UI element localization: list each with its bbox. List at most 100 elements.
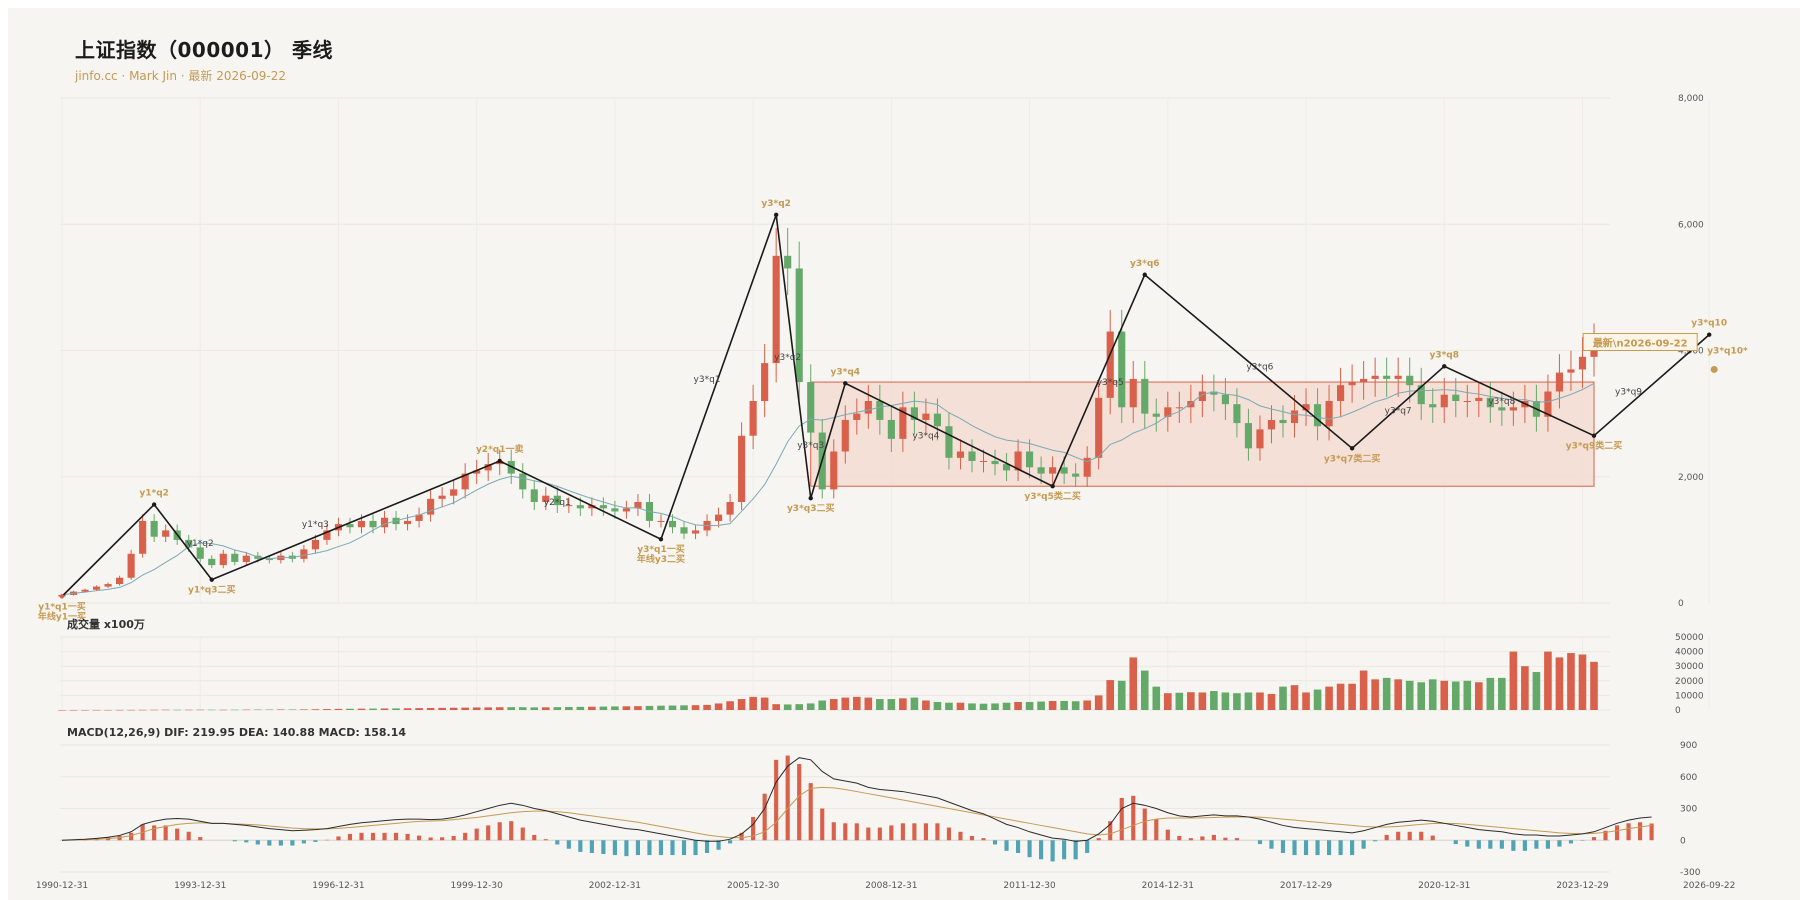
macd-histogram-bar [1108, 821, 1113, 841]
macd-histogram-bar [1085, 840, 1090, 853]
candle [208, 558, 216, 566]
macd-histogram-bar [785, 755, 790, 841]
volume-bar [1244, 692, 1253, 710]
dif-line [61, 757, 1652, 842]
x-tick-label: 2002-12-31 [589, 881, 641, 891]
volume-bar [1221, 692, 1230, 710]
macd-histogram-bar [1591, 837, 1597, 841]
volume-bar [622, 706, 631, 710]
zigzag-annotation: y3*q1一买 [637, 544, 685, 555]
macd-histogram-bar [1430, 835, 1435, 841]
price-y-tick-label: 8,000 [1678, 94, 1704, 104]
volume-bar [795, 704, 804, 710]
candle [576, 505, 584, 509]
candle [611, 508, 619, 512]
candle [1578, 356, 1587, 370]
x-tick-label: 2008-12-31 [865, 881, 917, 891]
candle [680, 527, 688, 534]
zigzag-annotation: y3*q6 [1130, 259, 1160, 269]
candle [565, 505, 573, 507]
macd-histogram-bar [877, 827, 882, 841]
macd-histogram-bar [347, 833, 353, 841]
volume-bar [979, 703, 988, 710]
macd-histogram-bar [1119, 797, 1124, 841]
candle [795, 268, 803, 383]
candle [542, 495, 550, 502]
x-tick-label: 1990-12-31 [36, 881, 88, 891]
candle [1290, 410, 1299, 424]
zigzag-annotation: y3*q2 [761, 199, 791, 209]
volume-bar [1002, 702, 1011, 710]
zigzag-annotation: y3*q4 [831, 367, 861, 377]
macd-histogram-bar [969, 836, 975, 841]
volume-bar [726, 701, 734, 710]
macd-histogram-bar [981, 838, 986, 841]
volume-bar [81, 709, 89, 711]
volume-bar [749, 696, 757, 710]
zigzag-annotation: y3*q3二买 [787, 503, 835, 514]
candle [1417, 385, 1425, 405]
volume-bar [714, 703, 723, 710]
volume-bar [196, 709, 205, 711]
macd-histogram-bar [117, 836, 122, 841]
macd-histogram-bar [935, 823, 940, 841]
macd-histogram-bar [543, 839, 548, 841]
macd-histogram-bar [1177, 836, 1182, 841]
macd-histogram-bar [1280, 840, 1286, 853]
zigzag-annotation: y1*q2 [187, 539, 214, 549]
volume-y-tick-label: 10000 [1675, 691, 1704, 701]
volume-bar [472, 707, 481, 710]
volume-bar [1140, 670, 1149, 710]
macd-histogram-bar [1315, 840, 1320, 856]
volume-bar [1451, 681, 1460, 710]
x-tick-label: 2020-12-31 [1418, 881, 1470, 891]
candle [1210, 391, 1218, 395]
macd-histogram-bar [393, 832, 399, 841]
macd-histogram-bar [1211, 834, 1216, 841]
candle [139, 520, 147, 554]
macd-histogram-bar [451, 836, 456, 841]
macd-histogram-bar [163, 825, 168, 841]
volume-bar [277, 709, 285, 710]
zigzag-annotation: y2*q1一卖 [476, 443, 524, 455]
volume-bar [449, 707, 458, 710]
volume-bar [783, 704, 792, 710]
candle [691, 530, 700, 534]
zigzag-annotation: y3*q5类二买 [1024, 490, 1081, 502]
volume-bar [1590, 661, 1598, 710]
zigzag-annotation: y1*q1一买 [38, 601, 86, 612]
volume-bar [334, 708, 343, 710]
zigzag-annotation: y3*q6 [1246, 362, 1273, 372]
candle [162, 530, 170, 537]
candle [761, 363, 769, 401]
volume-bar [588, 706, 596, 710]
macd-histogram-bar [624, 840, 629, 857]
volume-bar [311, 709, 320, 710]
candle [81, 589, 89, 592]
macd-histogram-bar [1545, 840, 1550, 849]
volume-bar [507, 707, 516, 710]
volume-bar [230, 709, 239, 711]
macd-histogram-bar [509, 821, 514, 841]
volume-bar [760, 697, 769, 710]
macd-histogram-bar [923, 823, 928, 841]
macd-histogram-bar [566, 840, 571, 849]
zigzag-annotation: y3*q7 [1385, 406, 1412, 416]
candle [991, 460, 999, 465]
candle [92, 586, 101, 590]
macd-histogram-bar [417, 835, 422, 841]
candle [749, 401, 757, 436]
macd-histogram-bar [255, 840, 260, 845]
macd-histogram-bar [1534, 840, 1539, 849]
zigzag-point [773, 212, 779, 217]
volume-bar [1417, 682, 1426, 710]
candle [910, 407, 918, 420]
candle [945, 426, 953, 458]
volume-bar [207, 709, 216, 711]
zigzag-line [61, 214, 1710, 597]
volume-bar [1106, 680, 1115, 710]
candle [150, 520, 158, 537]
macd-histogram-bar [808, 783, 813, 841]
volume-bar [1486, 677, 1495, 710]
candle [1049, 467, 1057, 474]
